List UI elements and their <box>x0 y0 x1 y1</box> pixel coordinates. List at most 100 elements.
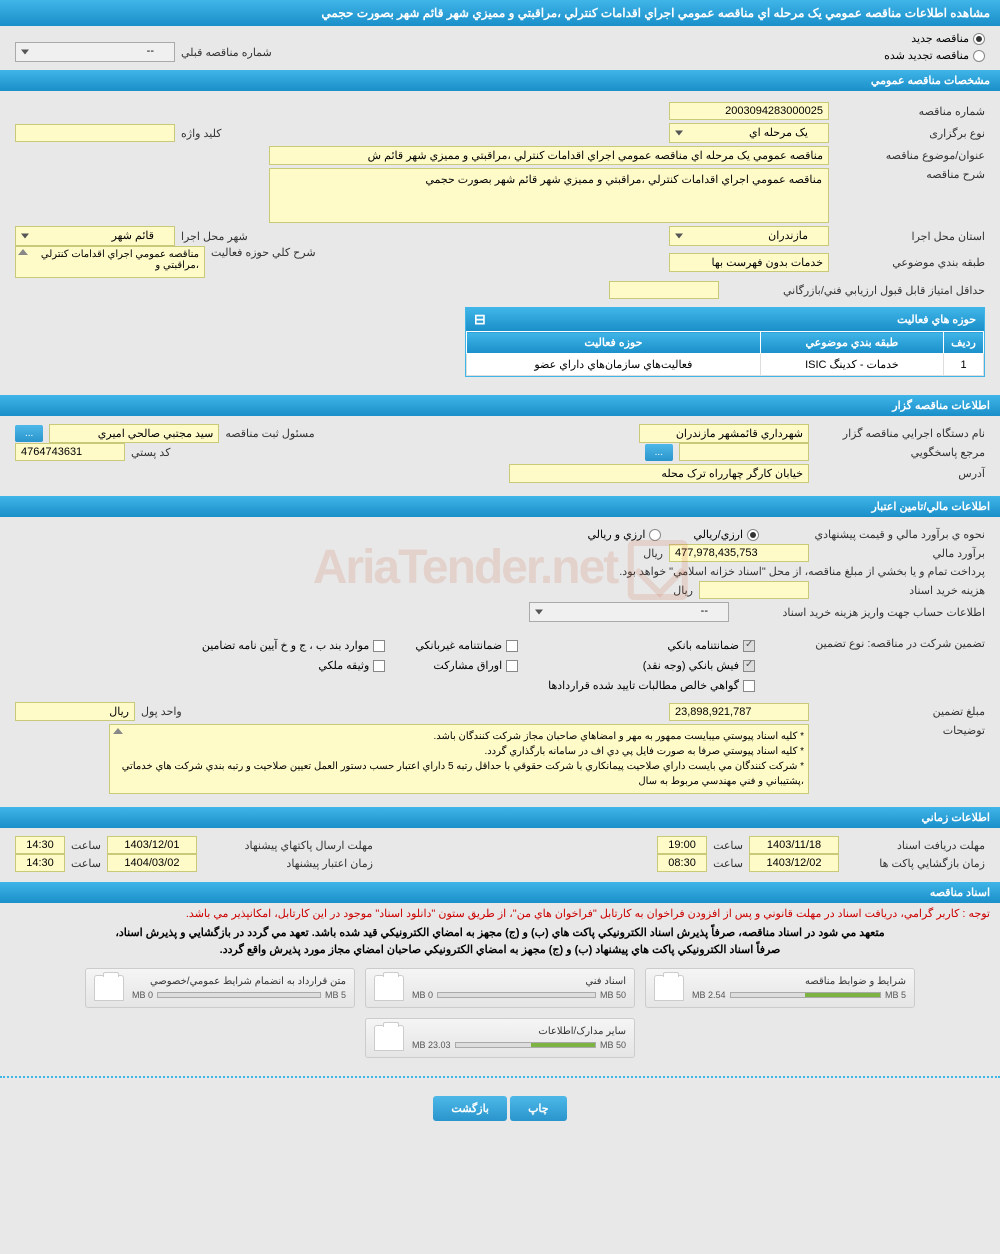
prev-tender-dropdown[interactable]: -- <box>15 42 175 62</box>
guarantee-opt5[interactable]: اوراق مشارکت <box>415 659 518 672</box>
subject-field: مناقصه عمومي يک مرحله اي مناقصه عمومي اج… <box>269 146 829 165</box>
city-dropdown[interactable]: قائم شهر <box>15 226 175 246</box>
address-label: آدرس <box>815 467 985 480</box>
guarantee-opt1[interactable]: ضمانتنامه بانکي <box>548 639 755 652</box>
rial-label-2: ريال <box>673 584 693 597</box>
activity-table: حوزه هاي فعاليت ⊟ رديف طبقه بندي موضوعي … <box>465 307 985 377</box>
min-score-label: حداقل امتياز قابل قبول ارزيابي فني/بازرگ… <box>725 284 985 297</box>
radio-renewed-tender[interactable]: مناقصه تجديد شده <box>884 49 985 62</box>
collapse-icon[interactable]: ⊟ <box>474 311 486 328</box>
page-title: مشاهده اطلاعات مناقصه عمومي يک مرحله اي … <box>0 0 1000 26</box>
file-box[interactable]: شرايط و ضوابط مناقصه 5 MB 2.54 MB <box>645 968 915 1008</box>
activity-table-title: حوزه هاي فعاليت <box>897 313 976 326</box>
desc-label: شرح مناقصه <box>835 168 985 181</box>
desc-field: مناقصه عمومي اجراي اقدامات کنترلي ،مراقب… <box>269 168 829 223</box>
radio-foreign[interactable]: ارزي و ريالي <box>587 528 661 541</box>
file-total: 5 MB <box>325 990 346 1000</box>
account-dropdown[interactable]: -- <box>529 602 729 622</box>
th-category: طبقه بندي موضوعي <box>760 332 943 354</box>
doc-deadline-date: 1403/11/18 <box>749 836 839 854</box>
opening-date: 1403/12/02 <box>749 854 839 872</box>
opening-label: زمان بازگشايي پاکت ها <box>845 857 985 870</box>
guarantee-opt7[interactable]: گواهي خالص مطالبات تاييد شده قراردادها <box>548 679 755 692</box>
note-line: * کليه اسناد پيوستي صرفا به صورت فايل پي… <box>114 744 804 759</box>
org-name-field: شهرداري قائمشهر مازندران <box>639 424 809 443</box>
progress-bar <box>455 1042 596 1048</box>
print-button[interactable]: چاپ <box>510 1096 567 1121</box>
ref-label: مرجع پاسخگويي <box>815 446 985 459</box>
file-total: 50 MB <box>600 1040 626 1050</box>
category-field: خدمات بدون فهرست بها <box>669 253 829 272</box>
validity-time: 14:30 <box>15 854 65 872</box>
ref-more-button[interactable]: ... <box>645 444 673 461</box>
file-box[interactable]: متن قرارداد به انضمام شرايط عمومي/خصوصي … <box>85 968 355 1008</box>
scroll-up-icon[interactable] <box>113 728 123 734</box>
estimate-method-label: نحوه ي برآورد مالي و قيمت پيشنهادي <box>765 528 985 541</box>
province-dropdown[interactable]: مازندران <box>669 226 829 246</box>
bid-deadline-date: 1403/12/01 <box>107 836 197 854</box>
guarantee-opt2[interactable]: ضمانتنامه غيربانکي <box>415 639 518 652</box>
folder-icon <box>374 1025 404 1051</box>
file-used: 0 MB <box>132 990 153 1000</box>
bold-note-1: متعهد مي شود در اسناد مناقصه، صرفاً پذير… <box>0 924 1000 941</box>
address-field: خيابان کارگر چهارراه ترک محله <box>509 464 809 483</box>
guarantee-amount-label: مبلغ تضمين <box>815 705 985 718</box>
ref-field <box>679 443 809 461</box>
notes-label: توضيحات <box>815 724 985 737</box>
back-button[interactable]: بازگشت <box>433 1096 507 1121</box>
province-label: استان محل اجرا <box>835 230 985 243</box>
radio-circle-icon <box>973 50 985 62</box>
section-general: مشخصات مناقصه عمومي <box>0 70 1000 91</box>
radio-circle-icon <box>649 529 661 541</box>
estimate-label: برآورد مالي <box>815 547 985 560</box>
radio-rial[interactable]: ارزي/ريالي <box>693 528 759 541</box>
doc-cost-label: هزينه خريد اسناد <box>815 584 985 597</box>
file-box[interactable]: اسناد فني 50 MB 0 MB <box>365 968 635 1008</box>
folder-icon <box>94 975 124 1001</box>
folder-icon <box>374 975 404 1001</box>
activity-desc-label: شرح کلي حوزه فعاليت <box>211 246 316 259</box>
keyword-label: کليد واژه <box>181 127 221 140</box>
keyword-field[interactable] <box>15 124 175 142</box>
guarantee-opt3[interactable]: موارد بند ب ، ج و خ آيين نامه تضامين <box>202 639 385 652</box>
time-label: ساعت <box>713 857 743 870</box>
tender-number-label: شماره مناقصه <box>835 105 985 118</box>
opening-time: 08:30 <box>657 854 707 872</box>
progress-bar <box>730 992 881 998</box>
radio-label: مناقصه تجديد شده <box>884 49 969 62</box>
scroll-up-icon[interactable] <box>18 249 28 255</box>
radio-label: مناقصه جديد <box>911 32 969 45</box>
subject-label: عنوان/موضوع مناقصه <box>835 149 985 162</box>
radio-new-tender[interactable]: مناقصه جديد <box>911 32 985 45</box>
checkbox-icon <box>373 640 385 652</box>
doc-deadline-label: مهلت دريافت اسناد <box>845 839 985 852</box>
activity-desc-field: مناقصه عمومي اجراي اقدامات کنترلي ،مراقب… <box>15 246 205 278</box>
file-box[interactable]: ساير مدارک/اطلاعات 50 MB 23.03 MB <box>365 1018 635 1058</box>
payment-note: پرداخت تمام و يا بخشي از مبلغ مناقصه، از… <box>619 565 985 578</box>
registrar-more-button[interactable]: ... <box>15 425 43 442</box>
file-boxes-container: شرايط و ضوابط مناقصه 5 MB 2.54 MB اسناد … <box>0 958 1000 1068</box>
guarantee-opt6[interactable]: وثيقه ملکي <box>202 659 385 672</box>
checkbox-icon <box>743 660 755 672</box>
guarantee-opt4[interactable]: فيش بانکي (وجه نقد) <box>548 659 755 672</box>
time-label: ساعت <box>71 857 101 870</box>
tender-type-radios: مناقصه جديد مناقصه تجديد شده شماره مناقص… <box>0 26 1000 68</box>
file-title: اسناد فني <box>412 976 626 987</box>
file-title: متن قرارداد به انضمام شرايط عمومي/خصوصي <box>132 976 346 987</box>
table-row: 1 خدمات - کدينگ ISIC فعاليت‌هاي سازمان‌ه… <box>467 354 984 376</box>
type-label: نوع برگزاری <box>835 127 985 140</box>
doc-cost-field <box>699 581 809 599</box>
checkbox-icon <box>506 640 518 652</box>
checkbox-icon <box>743 680 755 692</box>
radio-circle-icon <box>747 529 759 541</box>
bid-deadline-label: مهلت ارسال پاکتهاي پيشنهاد <box>203 839 373 852</box>
bold-note-2: صرفاً اسناد الکترونيکي پاکت هاي پيشنهاد … <box>0 941 1000 958</box>
validity-label: زمان اعتبار پيشنهاد <box>203 857 373 870</box>
note-line: * کليه اسناد پيوستي ميبايست ممهور به مهر… <box>114 729 804 744</box>
category-label: طبقه بندي موضوعي <box>835 256 985 269</box>
type-dropdown[interactable]: يک مرحله اي <box>669 123 829 143</box>
note-line: * شرکت کنندگان مي بايست داراي صلاحيت پيم… <box>114 759 804 789</box>
divider <box>0 1076 1000 1078</box>
city-label: شهر محل اجرا <box>181 230 248 243</box>
checkbox-icon <box>373 660 385 672</box>
